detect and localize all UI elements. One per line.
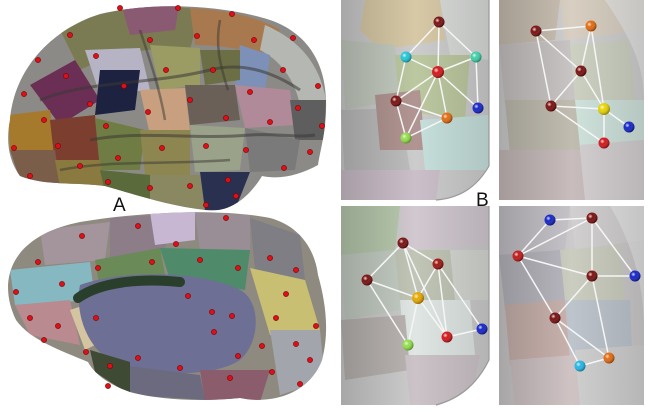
inset-network-4	[499, 206, 644, 405]
brain-lateral-surface	[8, 5, 327, 211]
brain-medial-surface	[8, 212, 327, 400]
inset-network-2	[499, 0, 644, 200]
inset-network-3	[341, 206, 490, 406]
panel-label-b: B	[476, 190, 489, 211]
inset-network-1	[341, 0, 490, 201]
panel-label-a: A	[113, 195, 126, 216]
